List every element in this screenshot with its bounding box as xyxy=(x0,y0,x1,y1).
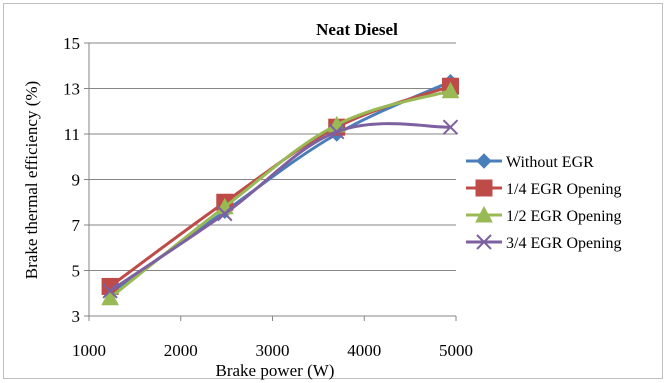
y-tick-label: 7 xyxy=(72,216,81,235)
legend-marker xyxy=(476,153,492,169)
data-point xyxy=(217,205,233,222)
data-point xyxy=(442,119,459,135)
series-lines xyxy=(101,73,460,306)
y-tick-label: 13 xyxy=(63,80,80,99)
data-point xyxy=(102,283,118,299)
x-tick-label: 4000 xyxy=(347,341,381,360)
legend-marker xyxy=(475,205,493,223)
x-tick-label: 3000 xyxy=(256,341,290,360)
series-3 xyxy=(101,81,460,306)
tick-labels: 3 5 7 9 11 13 15 1000 2000 3000 4000 5000 xyxy=(63,34,473,360)
y-tick-label: 11 xyxy=(64,125,80,144)
series-1 xyxy=(102,73,459,301)
legend-entry: 1/4 EGR Opening xyxy=(466,179,622,198)
legend-marker xyxy=(476,234,492,250)
axes xyxy=(84,42,457,321)
data-point xyxy=(441,81,460,99)
series-line xyxy=(109,89,451,299)
legend-label: 1/4 EGR Opening xyxy=(506,181,622,198)
grid-lines xyxy=(89,42,456,317)
series-4 xyxy=(102,119,459,299)
data-point xyxy=(329,124,345,140)
y-axis-title: Brake thermal efficiency (%) xyxy=(22,81,41,279)
chart-title: Neat Diesel xyxy=(316,20,398,39)
x-tick-label: 1000 xyxy=(72,341,106,360)
y-tick-label: 5 xyxy=(72,262,81,281)
legend-label: Without EGR xyxy=(506,154,594,171)
x-tick-label: 2000 xyxy=(164,341,198,360)
x-tick-label: 5000 xyxy=(439,341,473,360)
series-line xyxy=(109,122,451,293)
legend-entry: Without EGR xyxy=(466,153,594,171)
legend-marker xyxy=(475,179,493,197)
legend-entry: 1/2 EGR Opening xyxy=(466,205,622,225)
legend-label: 1/2 EGR Opening xyxy=(506,208,622,225)
data-point xyxy=(101,288,119,306)
legend-entry: 3/4 EGR Opening xyxy=(466,234,622,252)
y-tick-label: 15 xyxy=(63,34,80,53)
y-tick-label: 9 xyxy=(72,171,81,190)
x-axis-title: Brake power (W) xyxy=(216,361,335,380)
legend: Without EGR 1/4 EGR Opening 1/2 EGR Openin… xyxy=(466,153,622,252)
legend-label: 3/4 EGR Opening xyxy=(506,235,622,252)
series-line xyxy=(109,80,452,295)
y-tick-label: 3 xyxy=(72,307,81,326)
